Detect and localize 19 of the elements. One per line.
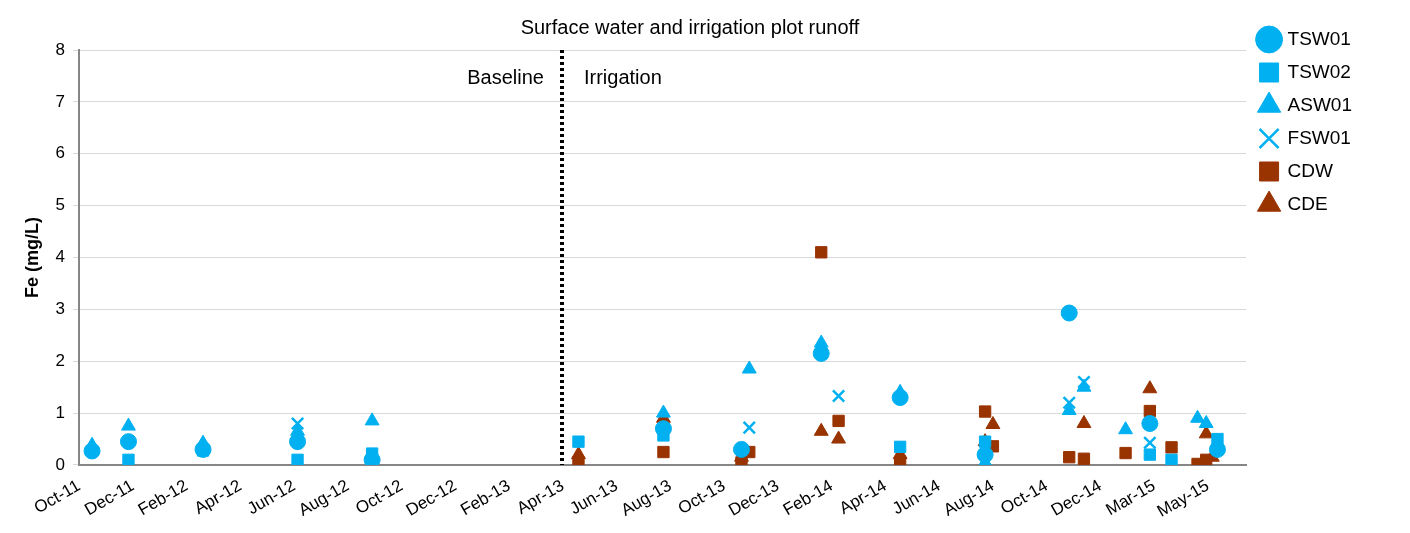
y-tick-label: 3 [55,299,66,319]
annotation: Irrigation [583,65,662,88]
y-tick-label: 7 [55,91,66,111]
legend-label: TSW02 [1287,60,1351,82]
y-tick-label: 6 [55,143,66,163]
annotation: Baseline [467,65,544,88]
chart-title: Surface water and irrigation plot runoff [520,15,860,38]
y-tick-label: 2 [55,350,66,370]
y-tick-label: 0 [55,454,66,474]
y-tick-label: 1 [55,402,66,422]
y-axis-title: Fe (mg/L) [21,217,42,298]
legend-label: ASW01 [1287,93,1353,115]
legend-label: TSW01 [1287,27,1351,49]
y-tick-label: 4 [55,247,66,267]
legend-label: CDE [1287,192,1328,214]
legend-label: CDW [1287,159,1334,181]
y-tick-label: 5 [55,195,66,215]
legend-label: FSW01 [1287,126,1351,148]
y-tick-label: 8 [55,39,66,59]
